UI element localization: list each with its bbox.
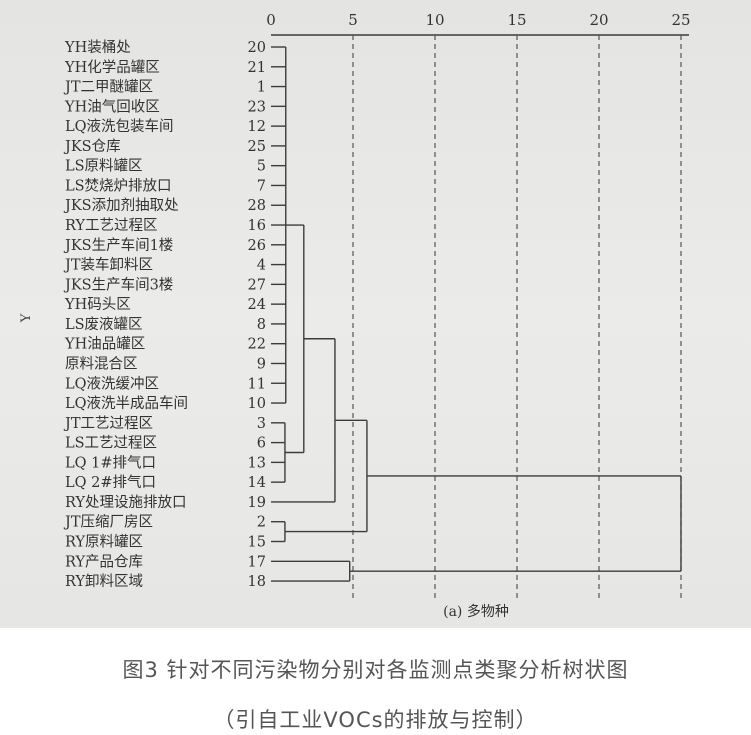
leaf-label: LS工艺过程区 [65,435,157,452]
leaf-id: 10 [248,396,266,412]
x-tick-label: 15 [507,11,526,29]
leaf-label: LQ液洗包装车间 [65,118,174,135]
x-tick-label: 25 [671,11,690,29]
leaf-label: LQ 1#排气口 [65,454,156,471]
leaf-label: LS废液罐区 [65,316,143,333]
x-tick-label: 0 [266,11,276,29]
leaf-id: 13 [248,455,266,471]
leaf-id: 7 [257,178,266,194]
leaf-label: RY工艺过程区 [65,217,158,234]
leaf-id: 19 [248,495,266,511]
leaf-label: RY处理设施排放口 [65,494,187,511]
leaf-label: YH油品罐区 [64,336,145,353]
leaf-label: JT二甲醚罐区 [63,79,153,96]
figure-source: （引自工业VOCs的排放与控制） [213,708,538,732]
leaf-label: YH化学品罐区 [64,59,160,76]
leaf-id: 9 [257,356,266,372]
leaf-id: 24 [248,297,266,313]
leaf-label: LQ液洗缓冲区 [65,375,159,392]
leaf-id: 16 [248,218,266,234]
y-axis-label: Y [19,313,34,323]
leaf-label: RY卸料区域 [65,573,143,590]
x-tick-label: 5 [348,11,358,29]
leaf-id: 14 [248,475,266,491]
leaf-id: 15 [248,535,266,551]
leaf-label: LS原料罐区 [65,158,143,175]
leaf-id: 12 [248,119,266,135]
leaf-id: 1 [257,80,266,96]
leaf-id: 17 [248,554,266,570]
leaf-label: YH油气回收区 [64,98,160,115]
leaf-id: 27 [248,277,266,293]
leaf-id: 25 [248,139,266,155]
leaf-label: JKS添加剂抽取处 [63,197,179,214]
leaf-id: 2 [257,515,266,531]
x-tick-label: 20 [589,11,608,29]
leaf-label: 原料混合区 [65,355,138,372]
leaf-id: 28 [248,198,266,214]
leaf-label: JT压缩厂房区 [63,514,153,531]
leaf-id: 11 [248,376,266,392]
x-tick-label: 10 [425,11,444,29]
leaf-label: LS焚烧炉排放口 [65,177,172,194]
leaf-id: 21 [248,60,266,76]
leaf-id: 20 [248,40,266,56]
leaf-label: RY产品仓库 [65,553,143,570]
leaf-label: RY原料罐区 [65,534,143,551]
leaf-id: 4 [257,258,266,274]
leaf-id: 5 [257,159,266,175]
chart-photo-background [0,0,751,628]
leaf-id: 3 [257,416,266,432]
leaf-label: JKS生产车间1楼 [63,237,173,254]
leaf-label: YH码头区 [64,296,131,313]
leaf-id: 22 [248,337,266,353]
leaf-label: JT工艺过程区 [63,415,153,432]
leaf-id: 26 [248,238,266,254]
leaf-label: YH装桶处 [64,39,131,56]
leaf-label: JT装车卸料区 [63,257,153,274]
leaf-id: 8 [257,317,266,333]
leaf-label: JKS生产车间3楼 [63,276,173,293]
figure-caption: 图3 针对不同污染物分别对各监测点类聚分析树状图 [122,658,629,682]
leaf-label: LQ液洗半成品车间 [65,395,188,412]
leaf-label: LQ 2#排气口 [65,474,156,491]
leaf-id: 18 [248,574,266,590]
leaf-label: JKS仓库 [63,138,121,155]
leaf-id: 6 [257,436,266,452]
leaf-id: 23 [248,99,266,115]
chart-subtitle: (a) 多物种 [443,603,509,620]
